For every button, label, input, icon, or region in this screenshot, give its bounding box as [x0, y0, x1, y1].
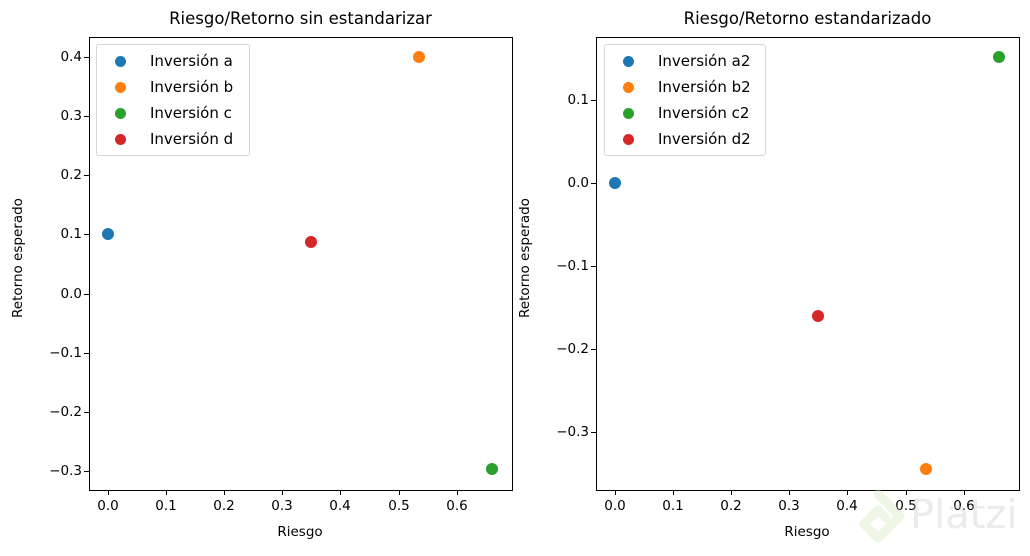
legend-label: Inversión a2 — [658, 52, 751, 70]
y-tick-mark — [84, 57, 89, 58]
legend-label: Inversión a — [150, 52, 233, 70]
legend-item: Inversión b2 — [605, 74, 765, 100]
x-tick-label: 0.5 — [388, 498, 410, 514]
legend-marker-icon — [623, 133, 634, 145]
y-tick-mark — [84, 234, 89, 235]
y-tick-mark — [591, 266, 596, 267]
x-tick-mark — [731, 490, 732, 495]
legend-marker-icon — [115, 107, 126, 119]
x-axis-label: Riesgo — [277, 524, 323, 540]
legend-item: Inversión c — [97, 100, 249, 126]
x-tick-mark — [166, 490, 167, 495]
x-tick-mark — [906, 490, 907, 495]
y-tick-label: 0.1 — [567, 92, 589, 108]
y-axis-label: Retorno esperado — [517, 198, 533, 318]
x-tick-mark — [224, 490, 225, 495]
chart-sin-estandarizar: Riesgo/Retorno sin estandarizar 0.4 0.3 … — [10, 9, 513, 540]
chart-title: Riesgo/Retorno sin estandarizar — [169, 9, 432, 28]
x-tick-label: 0.0 — [604, 498, 626, 514]
legend-marker-icon — [623, 55, 634, 67]
x-tick-mark — [789, 490, 790, 495]
legend-label: Inversión b2 — [658, 78, 751, 96]
y-tick-mark — [591, 349, 596, 350]
y-tick-label: −0.3 — [556, 424, 589, 440]
x-tick-mark — [399, 490, 400, 495]
x-tick-mark — [615, 490, 616, 495]
y-axis-label: Retorno esperado — [10, 198, 26, 318]
chart-title: Riesgo/Retorno estandarizado — [683, 9, 932, 28]
legend-marker-icon — [623, 81, 634, 93]
legend-label: Inversión c2 — [658, 104, 750, 122]
chart-estandarizado: Riesgo/Retorno estandarizado 0.1 0.0 −0.… — [507, 0, 1022, 556]
x-tick-label: 0.4 — [329, 498, 351, 514]
x-tick-label: 0.2 — [213, 498, 235, 514]
x-tick-mark — [673, 490, 674, 495]
x-tick-label: 0.1 — [662, 498, 684, 514]
legend-item: Inversión d2 — [605, 126, 765, 152]
y-tick-label: −0.2 — [49, 404, 82, 420]
x-tick-label: 0.2 — [720, 498, 742, 514]
platzi-watermark: Platzi — [848, 488, 1028, 554]
legend-item: Inversión a — [97, 48, 249, 74]
point-inversion-c — [486, 463, 498, 475]
y-tick-mark — [591, 100, 596, 101]
y-tick-mark — [84, 116, 89, 117]
point-inversion-b2 — [920, 463, 932, 475]
point-inversion-b — [413, 51, 425, 63]
x-tick-label: 0.3 — [778, 498, 800, 514]
y-tick-mark — [591, 432, 596, 433]
legend-item: Inversión b — [97, 74, 249, 100]
y-tick-label: 0.2 — [60, 167, 82, 183]
x-tick-mark — [108, 490, 109, 495]
legend: Inversión a2 Inversión b2 Inversión c2 I… — [604, 44, 766, 156]
x-tick-mark — [457, 490, 458, 495]
legend-label: Inversión d — [150, 130, 234, 148]
point-inversion-d — [305, 236, 317, 248]
x-tick-label: 0.4 — [836, 498, 858, 514]
y-tick-mark — [84, 353, 89, 354]
x-tick-mark — [282, 490, 283, 495]
x-tick-label: 0.5 — [895, 498, 917, 514]
y-tick-mark — [84, 175, 89, 176]
x-tick-label: 0.0 — [97, 498, 119, 514]
legend: Inversión a Inversión b Inversión c Inve… — [96, 44, 250, 156]
legend-marker-icon — [115, 55, 126, 67]
legend-label: Inversión c — [150, 104, 232, 122]
x-tick-mark — [847, 490, 848, 495]
y-tick-label: 0.0 — [60, 286, 82, 302]
legend-item: Inversión d — [97, 126, 249, 152]
legend-label: Inversión b — [150, 78, 234, 96]
point-inversion-a — [102, 228, 114, 240]
y-tick-label: −0.1 — [556, 258, 589, 274]
y-tick-label: −0.2 — [556, 341, 589, 357]
y-tick-label: 0.4 — [60, 49, 82, 65]
y-tick-mark — [84, 471, 89, 472]
legend-label: Inversión d2 — [658, 130, 751, 148]
y-tick-label: 0.0 — [567, 175, 589, 191]
x-tick-label: 0.6 — [953, 498, 975, 514]
x-tick-label: 0.6 — [446, 498, 468, 514]
point-inversion-a2 — [609, 177, 621, 189]
y-tick-label: 0.1 — [60, 226, 82, 242]
point-inversion-c2 — [993, 51, 1005, 63]
y-tick-label: −0.3 — [49, 463, 82, 479]
platzi-logo-icon — [859, 489, 905, 543]
x-tick-label: 0.3 — [271, 498, 293, 514]
legend-marker-icon — [115, 81, 126, 93]
y-tick-label: 0.3 — [60, 108, 82, 124]
y-tick-mark — [84, 294, 89, 295]
legend-item: Inversión a2 — [605, 48, 765, 74]
legend-item: Inversión c2 — [605, 100, 765, 126]
y-tick-mark — [84, 412, 89, 413]
point-inversion-d2 — [812, 310, 824, 322]
legend-marker-icon — [623, 107, 634, 119]
x-tick-label: 0.1 — [155, 498, 177, 514]
y-tick-mark — [591, 183, 596, 184]
x-tick-mark — [340, 490, 341, 495]
watermark-text: Platzi — [910, 492, 1018, 538]
y-tick-label: −0.1 — [49, 345, 82, 361]
x-tick-mark — [964, 490, 965, 495]
x-axis-label: Riesgo — [784, 524, 830, 540]
legend-marker-icon — [115, 133, 126, 145]
